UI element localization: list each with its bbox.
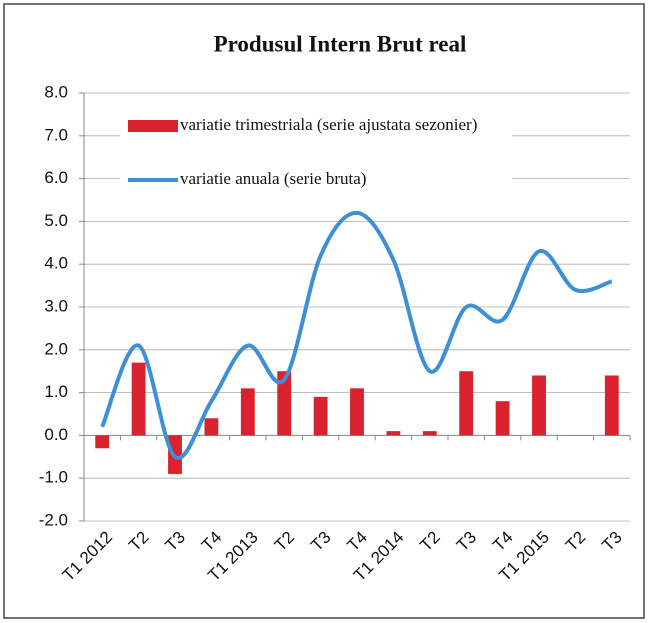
bar — [422, 431, 437, 436]
line — [100, 210, 613, 460]
bar — [386, 431, 401, 436]
y-tick-label: 7.0 — [44, 125, 68, 144]
y-tick-label: 8.0 — [44, 82, 68, 101]
legend-entry: variatie trimestriala (serie ajustata se… — [180, 115, 478, 134]
y-tick-label: 2.0 — [44, 339, 68, 358]
y-tick-label: 1.0 — [44, 382, 68, 401]
bar — [313, 396, 328, 436]
y-tick-label: 6.0 — [44, 168, 68, 187]
y-tick-label: 4.0 — [44, 254, 68, 273]
y-tick-label: -1.0 — [39, 468, 68, 487]
chart-frame — [3, 3, 645, 619]
bar — [495, 401, 510, 436]
bar — [131, 362, 146, 436]
bar — [459, 371, 474, 436]
legend-label: variatie trimestriala (serie ajustata se… — [180, 115, 478, 134]
chart-title: Produsul Intern Brut real — [214, 31, 467, 56]
bar — [95, 435, 110, 449]
bar — [532, 375, 546, 436]
y-tick-label: 5.0 — [44, 211, 68, 230]
legend-swatch — [128, 120, 178, 132]
y-tick-label: 0.0 — [44, 425, 68, 444]
y-tick-label: -2.0 — [39, 510, 68, 529]
bar — [350, 388, 364, 436]
legend-box — [120, 106, 512, 196]
bar — [604, 375, 619, 436]
bar — [240, 388, 255, 436]
legend-label: variatie anuala (serie bruta) — [180, 169, 367, 188]
y-tick-label: 3.0 — [44, 296, 68, 315]
bar — [277, 371, 292, 436]
bar — [204, 418, 219, 436]
legend-entry: variatie anuala (serie bruta) — [180, 169, 367, 188]
